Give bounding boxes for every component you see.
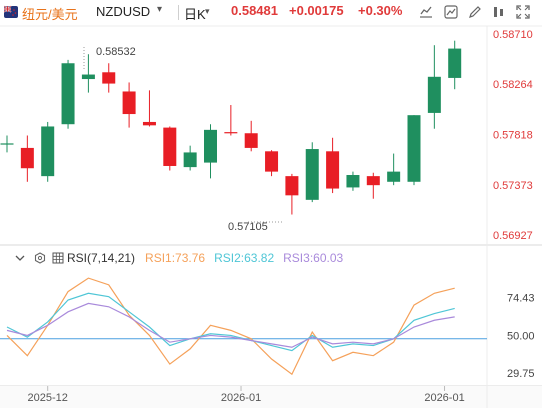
- pair-dropdown-icon[interactable]: ▾: [157, 4, 163, 15]
- candle[interactable]: [224, 105, 238, 136]
- candle-body: [142, 121, 156, 126]
- rsi2-value: RSI2:63.82: [214, 251, 275, 265]
- candle-body: [244, 133, 258, 148]
- candle[interactable]: [0, 135, 14, 153]
- compare-icon[interactable]: [491, 4, 507, 20]
- candle[interactable]: [142, 90, 156, 127]
- high-price-label: 0.58532: [96, 46, 136, 58]
- candle[interactable]: [163, 126, 177, 171]
- rsi-axis-tick: 74.43: [507, 293, 535, 305]
- candle-body: [204, 129, 217, 163]
- rsi-legend: RSI(7,14,21) RSI1:73.76 RSI2:63.82 RSI3:…: [14, 250, 343, 266]
- candle[interactable]: [244, 120, 258, 152]
- candle-body: [265, 151, 279, 172]
- candle-body: [0, 143, 14, 145]
- candle[interactable]: [305, 142, 319, 203]
- candle-body: [163, 127, 177, 166]
- candle-body: [305, 149, 319, 200]
- candle-body: [183, 152, 197, 168]
- candle-body: [448, 48, 462, 78]
- candle[interactable]: [427, 45, 441, 129]
- rsi-axis-tick: 50.00: [507, 330, 535, 342]
- candle-body: [366, 176, 380, 186]
- candle[interactable]: [41, 121, 55, 182]
- candle-body: [407, 115, 421, 182]
- rsi1-line: [6, 277, 455, 376]
- candle-body: [41, 126, 55, 177]
- low-price-label: 0.57105: [228, 221, 268, 233]
- candle[interactable]: [407, 115, 421, 186]
- price-axis-tick: 0.58710: [493, 29, 533, 41]
- candle-body: [81, 74, 95, 80]
- last-price: 0.58481: [231, 3, 278, 18]
- price-axis-tick: 0.56927: [493, 230, 533, 242]
- candle-body: [387, 171, 401, 182]
- x-axis-tick: 2025-12: [28, 392, 68, 404]
- line-chart-icon[interactable]: [418, 4, 434, 20]
- rsi-axis-tick: 29.75: [507, 368, 535, 380]
- candle[interactable]: [102, 63, 116, 93]
- candle[interactable]: [81, 54, 95, 93]
- candle[interactable]: [387, 153, 401, 186]
- candle-body: [20, 147, 34, 169]
- candle-body: [285, 176, 299, 196]
- rsi1-value: RSI1:73.76: [145, 251, 206, 265]
- settings-icon[interactable]: [34, 252, 46, 264]
- candle[interactable]: [61, 59, 75, 129]
- candle[interactable]: [122, 82, 136, 128]
- price-axis-tick: 0.58264: [493, 79, 533, 91]
- candle[interactable]: [183, 145, 197, 171]
- pair-name[interactable]: 纽元/美元: [22, 7, 78, 22]
- indicator-icon[interactable]: [443, 4, 459, 20]
- candle[interactable]: [265, 150, 279, 177]
- candle[interactable]: [326, 137, 340, 194]
- price-axis-tick: 0.57818: [493, 130, 533, 142]
- indicator-grid-icon[interactable]: [52, 252, 64, 264]
- candle-body: [326, 151, 340, 189]
- candle[interactable]: [448, 40, 462, 90]
- candle-body: [102, 72, 116, 84]
- candle-body: [346, 175, 360, 188]
- candle[interactable]: [285, 173, 299, 215]
- rsi3-value: RSI3:60.03: [283, 251, 344, 265]
- candle-body: [427, 76, 441, 113]
- price-change: +0.00175: [289, 3, 344, 18]
- pair-code[interactable]: NZDUSD: [96, 4, 151, 19]
- rsi-title[interactable]: RSI(7,14,21): [67, 251, 136, 265]
- nz-flag-icon: [4, 5, 18, 18]
- fullscreen-icon[interactable]: [515, 4, 531, 20]
- timeframe-selector[interactable]: 日K: [184, 7, 206, 22]
- timeframe-dropdown-icon[interactable]: ▾: [205, 6, 210, 16]
- x-axis-tick: 2026-01: [424, 392, 464, 404]
- x-axis-tick: 2026-01: [221, 392, 261, 404]
- candle[interactable]: [20, 135, 34, 182]
- candle[interactable]: [346, 171, 360, 191]
- candle-body: [61, 63, 75, 125]
- rsi3-line: [6, 302, 455, 348]
- rsi2-line: [6, 292, 455, 352]
- candle-body: [122, 91, 136, 115]
- price-axis-tick: 0.57373: [493, 180, 533, 192]
- collapse-icon[interactable]: [14, 252, 26, 264]
- candle[interactable]: [204, 124, 217, 179]
- drawing-icon[interactable]: [467, 4, 483, 20]
- divider: [178, 5, 179, 20]
- candle-body: [224, 132, 238, 134]
- price-change-pct: +0.30%: [358, 3, 403, 18]
- candle[interactable]: [366, 172, 380, 199]
